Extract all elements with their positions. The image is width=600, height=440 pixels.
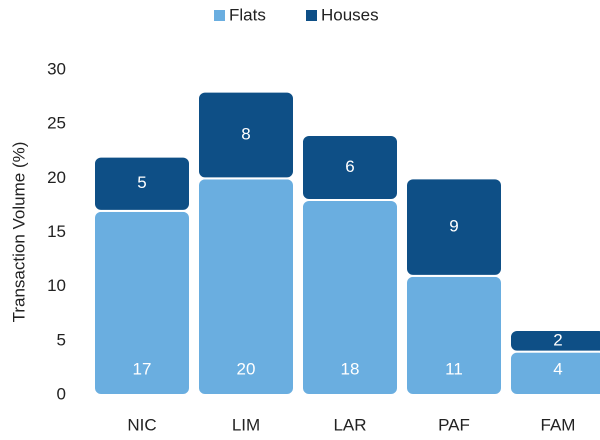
y-tick-label: 15	[47, 222, 66, 241]
y-axis-label: Transaction Volume (%)	[9, 142, 28, 323]
bar-segment	[93, 155, 191, 212]
data-label: 9	[449, 217, 458, 236]
y-tick-label: 5	[57, 330, 66, 349]
y-tick-label: 20	[47, 168, 66, 187]
x-tick-label: NIC	[127, 415, 156, 434]
y-tick-label: 25	[47, 114, 66, 133]
x-tick-label: LAR	[333, 415, 366, 434]
data-label: 6	[345, 157, 354, 176]
data-label: 11	[445, 359, 463, 378]
legend-label: Flats	[229, 5, 266, 24]
x-tick-label: FAM	[541, 415, 576, 434]
data-label: 18	[341, 359, 360, 378]
data-label: 17	[133, 359, 152, 378]
data-label: 5	[137, 173, 146, 192]
x-tick-label: LIM	[232, 415, 260, 434]
bar-segment	[405, 177, 503, 277]
data-label: 4	[553, 359, 562, 378]
legend-swatch	[306, 10, 317, 21]
y-tick-label: 10	[47, 276, 66, 295]
data-label: 8	[241, 124, 250, 143]
legend-label: Houses	[321, 5, 379, 24]
y-tick-label: 30	[47, 59, 66, 78]
legend-swatch	[214, 10, 225, 21]
data-label: 20	[237, 359, 256, 378]
y-tick-label: 0	[57, 384, 66, 403]
bar-segment	[197, 90, 295, 180]
x-tick-label: PAF	[438, 415, 470, 434]
bar-segment	[301, 134, 399, 201]
data-label: 2	[553, 330, 562, 349]
bar-segment	[509, 329, 600, 353]
